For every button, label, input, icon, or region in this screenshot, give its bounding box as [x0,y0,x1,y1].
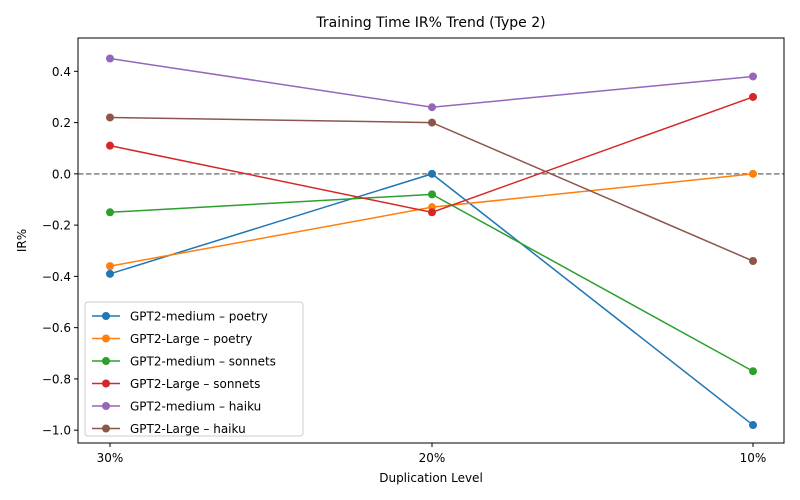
y-tick-label: −0.6 [42,321,71,335]
data-point-s5-1 [106,54,114,63]
chart-title: Training Time IR% Trend (Type 2) [315,15,545,31]
legend-swatch-marker [102,379,110,388]
data-point-s3-3 [749,367,757,376]
legend-label: GPT2-Large – sonnets [130,377,260,391]
y-tick-label: 0.2 [52,116,71,130]
legend-swatch-marker [102,334,110,343]
data-point-s3-2 [428,190,436,199]
axes-frame [77,37,785,444]
data-point-s5-2 [428,103,436,112]
legend-swatch-marker [102,312,110,320]
legend-swatch-marker [102,402,110,410]
y-tick-label: 0.0 [52,167,71,181]
data-point-s6-1 [106,113,114,122]
legend-swatch-marker [102,357,110,365]
data-point-s3-1 [106,208,114,217]
y-axis: −1.0 −0.8 −0.6 −0.4 −0.2 0.0 0.2 0.4 [42,65,78,438]
y-axis-label: IR% [15,229,29,252]
plot-area [78,54,784,430]
data-point-s6-2 [428,118,436,127]
data-point-s6-3 [749,257,757,266]
x-tick-label: 20% [419,451,446,465]
legend-swatch-marker [102,424,110,433]
data-point-s1-2 [428,169,436,178]
x-axis: 30% 20% 10% [97,443,767,465]
data-point-s4-1 [106,141,114,150]
legend-label: GPT2-Large – haiku [130,422,246,436]
data-point-s4-2 [428,208,436,217]
legend-label: GPT2-medium – haiku [130,400,261,414]
legend-label: GPT2-medium – poetry [130,310,268,324]
data-point-s2-3 [749,169,757,178]
data-point-s2-1 [106,262,114,271]
y-tick-label: −0.2 [42,219,71,233]
legend-label: GPT2-Large – poetry [130,332,252,346]
y-tick-label: −1.0 [42,424,71,438]
legend-box [84,301,304,437]
legend: GPT2-medium – poetry GPT2-Large – poetry G… [84,301,304,437]
data-point-s5-3 [749,72,757,81]
x-axis-label: Duplication Level [379,471,483,485]
data-point-s1-1 [106,269,114,278]
y-tick-label: −0.8 [42,372,71,386]
data-point-s4-3 [749,92,757,101]
x-tick-label: 30% [97,451,124,465]
x-tick-label: 10% [740,451,767,465]
y-tick-label: 0.4 [52,65,71,79]
legend-label: GPT2-medium – sonnets [130,355,276,369]
data-point-s1-3 [749,421,757,430]
y-tick-label: −0.4 [42,270,71,284]
